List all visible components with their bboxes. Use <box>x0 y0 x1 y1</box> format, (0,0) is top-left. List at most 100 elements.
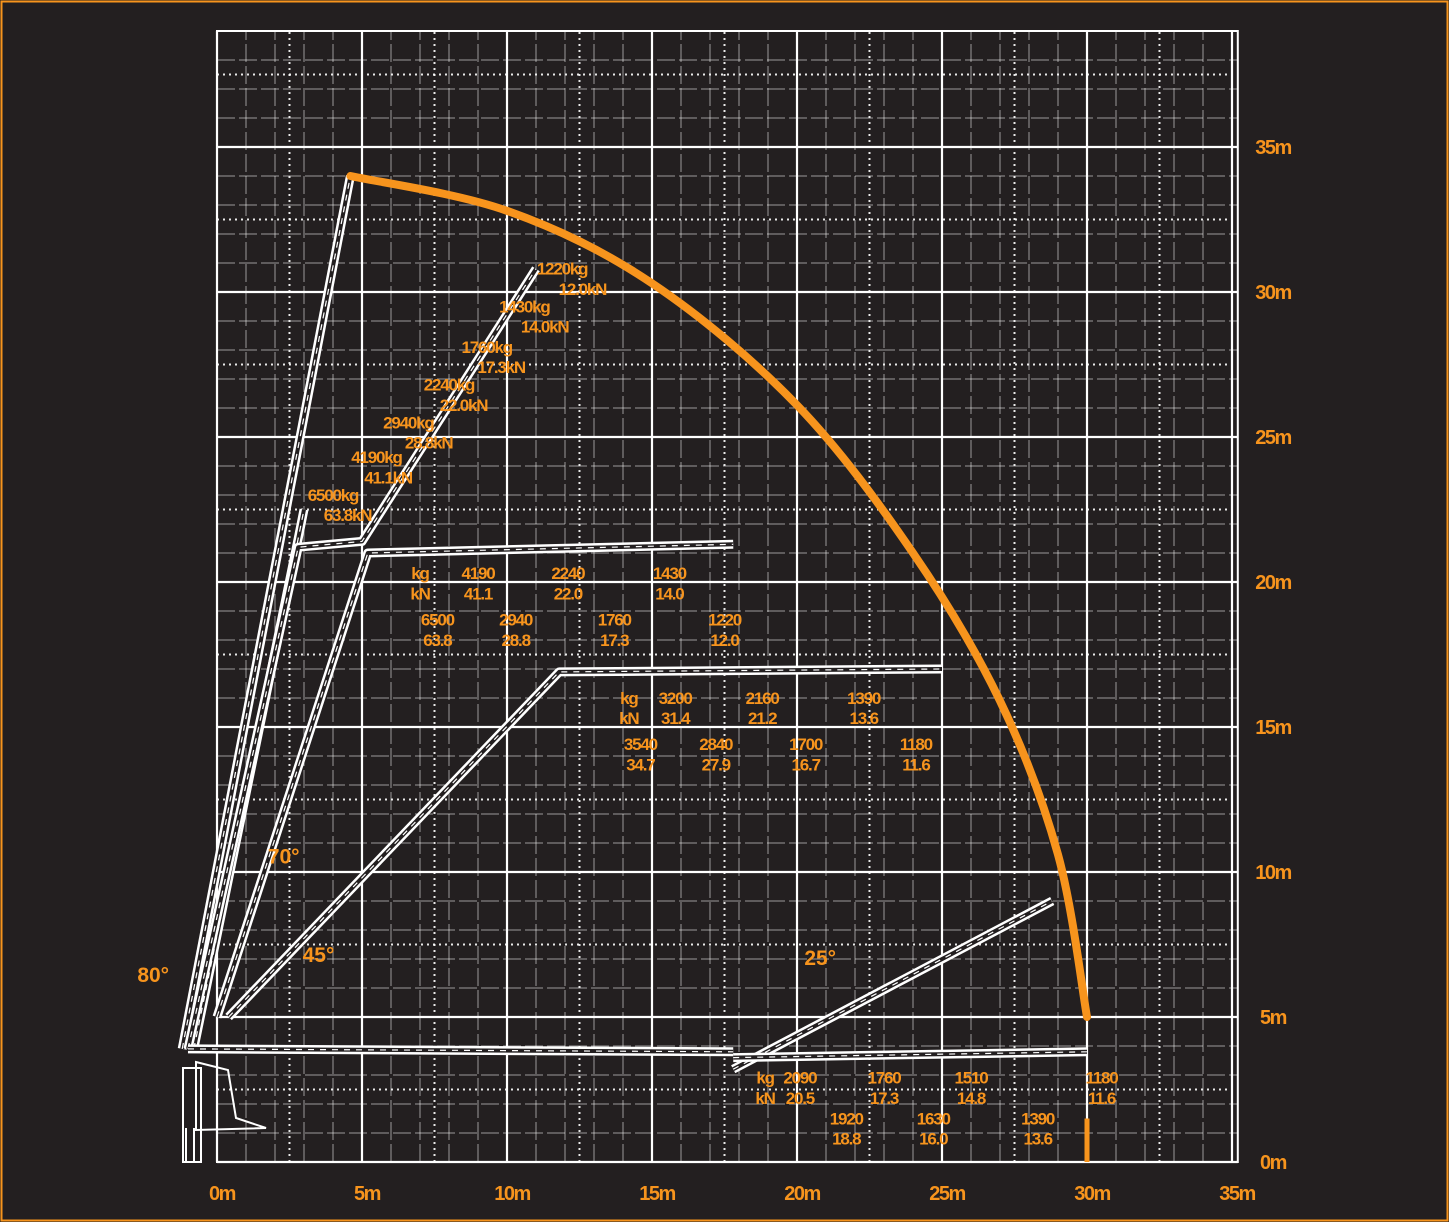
load-label: 18.8 <box>832 1130 861 1149</box>
load-label: 41.1 <box>464 584 493 603</box>
load-label: 22.0 <box>554 584 583 603</box>
y-tick-label: 30m <box>1255 282 1291 304</box>
load-label: 1390 <box>847 689 881 708</box>
load-label: 6500kg <box>308 486 359 505</box>
load-label: 1760 <box>867 1069 901 1088</box>
boom-80-detail <box>181 175 351 1050</box>
x-tick-label: 10m <box>494 1183 530 1205</box>
load-label: 2940 <box>499 611 533 630</box>
load-label: kN <box>755 1089 775 1108</box>
load-label: 16.0 <box>919 1130 948 1149</box>
load-label: kN <box>410 584 430 603</box>
load-label: kN <box>619 709 639 728</box>
x-tick-label: 35m <box>1219 1183 1255 1205</box>
load-label: 2160 <box>746 689 780 708</box>
load-label: 1220 <box>708 611 742 630</box>
load-label: 2240kg <box>424 376 475 395</box>
x-tick-label: 5m <box>354 1183 381 1205</box>
load-label: 11.6 <box>902 756 930 775</box>
x-axis-ticks: 0m 5m 10m 15m 20m 25m 30m 35m <box>209 1183 1257 1205</box>
grid-major <box>215 30 1239 1164</box>
x-tick-label: 30m <box>1074 1183 1110 1205</box>
x-tick-label: 20m <box>784 1183 820 1205</box>
load-label: 28.8kN <box>405 434 454 453</box>
load-label: 1920 <box>830 1109 864 1128</box>
load-label: 1760kg <box>461 338 512 357</box>
load-label: 14.8 <box>957 1089 986 1108</box>
grid-dotted <box>217 31 1238 1162</box>
load-label: 20.5 <box>786 1089 815 1108</box>
load-label: 13.6 <box>1024 1130 1053 1149</box>
load-label: 14.0 <box>655 584 684 603</box>
load-label: kg <box>620 689 638 708</box>
load-label: 31.4 <box>661 709 691 728</box>
load-label: 13.6 <box>850 709 879 728</box>
y-axis-ticks: 0m 5m 10m 15m 20m 25m 30m 35m <box>1255 137 1293 1174</box>
load-label: 17.3 <box>600 631 629 650</box>
y-tick-label: 20m <box>1255 572 1291 594</box>
reach-envelope <box>346 172 1091 1162</box>
angle-label: 80° <box>137 964 169 987</box>
boom-25-detail <box>732 900 1053 1070</box>
load-label: 1430 <box>653 564 687 583</box>
load-labels: 1220kg12.0kN1430kg14.0kN1760kg17.3kN2240… <box>308 260 1120 1149</box>
y-tick-label: 25m <box>1255 427 1291 449</box>
boom-positions <box>177 175 1088 1074</box>
load-label: 1180 <box>900 735 933 754</box>
load-label: 21.2 <box>748 709 777 728</box>
y-tick-label: 0m <box>1260 1152 1287 1174</box>
load-label: kg <box>411 564 429 583</box>
angle-label: 45° <box>303 944 335 967</box>
load-label: 1700 <box>789 735 823 754</box>
load-label: 11.6 <box>1088 1089 1116 1108</box>
load-label: 2840 <box>699 735 733 754</box>
crane-leg <box>185 1128 195 1162</box>
boom-70-detail <box>187 268 537 1050</box>
load-label: 1510 <box>954 1069 988 1088</box>
load-label: 1760 <box>598 611 632 630</box>
load-label: 41.1kN <box>364 468 413 487</box>
grid-frame <box>216 30 1239 1163</box>
x-tick-label: 25m <box>929 1183 965 1205</box>
crane-body <box>195 1060 267 1132</box>
boom-0-ext-core <box>733 1049 1088 1060</box>
y-tick-label: 35m <box>1255 137 1291 159</box>
boom-70-hor-core <box>215 542 734 1018</box>
load-label: kg <box>756 1069 774 1088</box>
load-label: 27.9 <box>702 756 731 775</box>
load-label: 1430kg <box>499 297 550 316</box>
angle-label: 25° <box>804 947 836 970</box>
load-label: 2090 <box>783 1069 817 1088</box>
load-label: 1180 <box>1085 1069 1118 1088</box>
load-label: 16.7 <box>792 756 821 775</box>
load-label: 12.0kN <box>559 280 608 299</box>
angle-label: 70° <box>268 845 300 868</box>
load-label: 1390 <box>1021 1109 1055 1128</box>
load-label: 3540 <box>624 735 658 754</box>
load-label: 17.3kN <box>477 358 526 377</box>
x-tick-label: 15m <box>639 1183 675 1205</box>
crane-base-icon <box>182 1060 267 1163</box>
load-label: 22.0kN <box>440 396 489 415</box>
load-label: 1630 <box>917 1109 951 1128</box>
load-label: 4190 <box>461 564 495 583</box>
load-label: 28.8 <box>502 631 531 650</box>
load-label: 3200 <box>659 689 693 708</box>
angle-labels: 80° 70° 45° 25° <box>137 845 836 987</box>
load-label: 2240 <box>551 564 585 583</box>
x-tick-label: 0m <box>209 1183 236 1205</box>
load-label: 1220kg <box>537 260 588 279</box>
load-label: 63.8 <box>423 631 452 650</box>
load-label: 34.7 <box>626 756 655 775</box>
boom-0-core <box>187 1046 734 1054</box>
boom-45-detail <box>228 668 943 1018</box>
y-tick-label: 15m <box>1255 717 1291 739</box>
crane-column <box>182 1067 202 1163</box>
load-label: 12.0 <box>710 631 739 650</box>
load-label: 4190kg <box>351 448 402 467</box>
load-label: 17.3 <box>870 1089 899 1108</box>
y-tick-label: 10m <box>1255 862 1291 884</box>
envelope-curve <box>346 172 1091 1021</box>
